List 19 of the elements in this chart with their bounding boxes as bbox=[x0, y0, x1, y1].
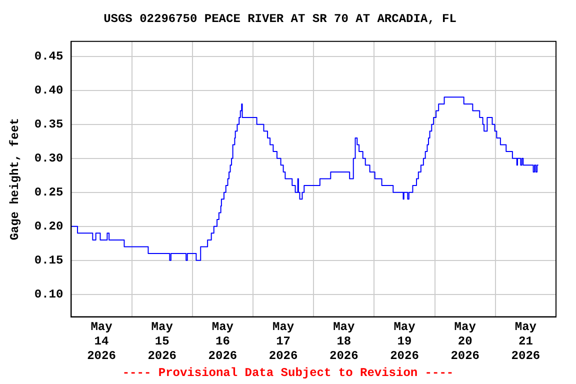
x-tick-label: May 15 2026 bbox=[148, 320, 177, 363]
x-tick-label: May 19 2026 bbox=[390, 320, 419, 363]
x-tick-label: May 14 2026 bbox=[87, 320, 116, 363]
y-tick-label: 0.10 bbox=[34, 287, 64, 302]
y-tick-label: 0.30 bbox=[34, 151, 64, 166]
y-tick-label: 0.20 bbox=[34, 219, 64, 234]
text: ---- Provisional Data Subject to Revision ---- bbox=[121, 366, 455, 380]
x-tick-label: May 18 2026 bbox=[329, 320, 358, 363]
y-tick-label: 0.15 bbox=[34, 253, 64, 268]
chart-title: USGS 02296750 PEACE RIVER AT SR 70 AT ARCADIA, FL bbox=[104, 12, 456, 26]
x-tick-label: May 20 2026 bbox=[450, 320, 480, 363]
y-tick-label: 0.40 bbox=[34, 83, 64, 98]
x-tick-label: May 16 2026 bbox=[208, 320, 238, 363]
y-axis-title: Gage height, feet bbox=[8, 118, 22, 240]
x-tick-label: May 17 2026 bbox=[268, 320, 298, 363]
y-tick-label: 0.45 bbox=[34, 49, 64, 64]
y-tick-label: 0.35 bbox=[34, 117, 64, 132]
y-tick-label: 0.25 bbox=[34, 185, 64, 200]
x-tick-label: May 21 2026 bbox=[511, 320, 540, 363]
